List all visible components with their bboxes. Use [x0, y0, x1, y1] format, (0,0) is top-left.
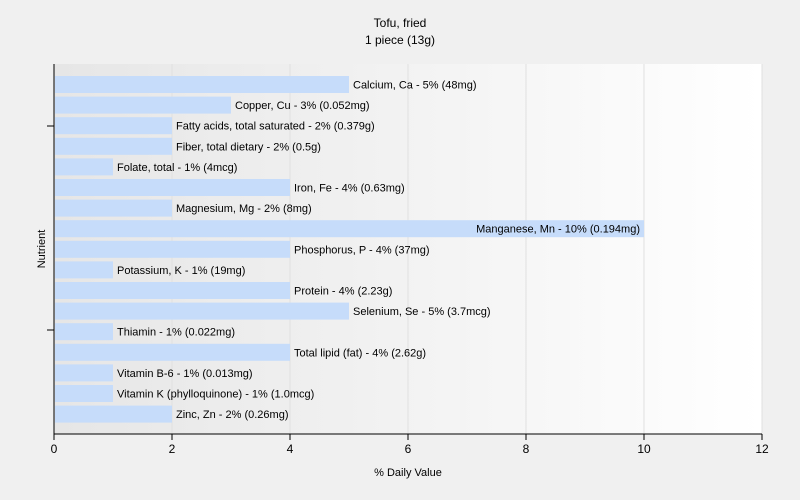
bar-label: Vitamin B-6 - 1% (0.013mg) — [117, 368, 253, 380]
bar-label: Manganese, Mn - 10% (0.194mg) — [476, 224, 640, 236]
x-tick-label: 2 — [169, 442, 176, 456]
bar — [55, 282, 290, 299]
x-tick-label: 8 — [523, 442, 530, 456]
bar-label: Thiamin - 1% (0.022mg) — [117, 327, 235, 339]
bar-label: Magnesium, Mg - 2% (8mg) — [176, 203, 312, 215]
bar-label: Fatty acids, total saturated - 2% (0.379… — [176, 121, 375, 133]
bar — [55, 117, 172, 135]
bar — [55, 261, 113, 279]
bar-label: Folate, total - 1% (4mcg) — [117, 162, 237, 174]
x-tick-label: 12 — [755, 442, 769, 456]
bar-label: Protein - 4% (2.23g) — [294, 286, 392, 298]
bar — [55, 158, 113, 176]
bar-label: Selenium, Se - 5% (3.7mcg) — [353, 306, 491, 318]
x-tick-label: 4 — [287, 442, 294, 456]
y-axis-title: Nutrient — [36, 230, 48, 269]
bar-labels: Calcium, Ca - 5% (48mg) Copper, Cu - 3% (… — [117, 80, 640, 422]
bar-label: Iron, Fe - 4% (0.63mg) — [294, 183, 405, 195]
x-axis-ticks: 0 2 4 6 8 10 12 — [51, 434, 769, 456]
chart-subtitle: 1 piece (13g) — [365, 33, 435, 47]
x-tick-label: 10 — [637, 442, 651, 456]
bar — [55, 240, 290, 258]
bar — [55, 343, 290, 361]
bar-label: Phosphorus, P - 4% (37mg) — [294, 244, 430, 256]
bars — [55, 76, 644, 423]
bar — [55, 405, 172, 423]
chart-title: Tofu, fried — [374, 16, 427, 30]
bar — [55, 364, 113, 382]
x-tick-label: 6 — [405, 442, 412, 456]
x-tick-label: 0 — [51, 442, 58, 456]
bar — [55, 179, 290, 196]
bar — [55, 199, 172, 217]
bar — [55, 323, 113, 341]
bar — [55, 76, 349, 93]
bar-label: Fiber, total dietary - 2% (0.5g) — [176, 141, 321, 153]
bar-label: Copper, Cu - 3% (0.052mg) — [235, 100, 370, 112]
bar-label: Vitamin K (phylloquinone) - 1% (1.0mcg) — [117, 389, 314, 401]
bar — [55, 137, 172, 155]
bar-label: Total lipid (fat) - 4% (2.62g) — [294, 347, 426, 359]
bar — [55, 220, 644, 238]
x-axis-title: % Daily Value — [374, 467, 442, 479]
bar — [55, 302, 349, 320]
bar-label: Zinc, Zn - 2% (0.26mg) — [176, 409, 288, 421]
bar — [55, 385, 113, 402]
bar — [55, 96, 231, 114]
bar-label: Potassium, K - 1% (19mg) — [117, 265, 245, 277]
bar-label: Calcium, Ca - 5% (48mg) — [353, 80, 476, 92]
